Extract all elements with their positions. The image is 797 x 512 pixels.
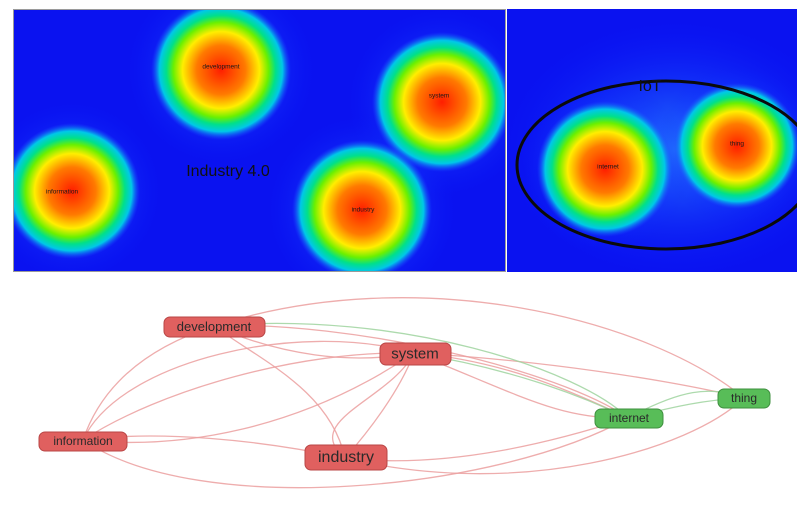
network-nodes: development system information industry … <box>38 316 771 471</box>
node-development-label: development <box>177 319 252 334</box>
density-map-right-svg: internet thing IoT <box>507 9 797 272</box>
density-term-information: information <box>46 189 79 196</box>
node-internet[interactable]: internet <box>594 408 664 429</box>
cluster-label-iot: IoT <box>638 78 661 95</box>
node-industry-label: industry <box>318 449 374 466</box>
density-term-thing: thing <box>730 141 744 148</box>
edge-development-internet <box>213 324 629 419</box>
edge-system-information-2 <box>82 352 415 444</box>
edge-information-internet <box>82 417 629 489</box>
network-svg: development system information industry … <box>38 297 771 489</box>
node-information-box[interactable] <box>38 431 128 452</box>
node-thing[interactable]: thing <box>717 388 771 409</box>
iot-cluster-outline <box>515 79 797 251</box>
node-internet-label: internet <box>609 411 650 425</box>
edge-development-internet-green <box>213 322 629 419</box>
node-system-box[interactable] <box>379 342 452 366</box>
density-term-internet: internet <box>597 164 619 171</box>
node-development[interactable]: development <box>163 316 266 338</box>
density-term-development: development <box>202 64 239 71</box>
node-industry-box[interactable] <box>304 444 388 471</box>
edge-development-industry <box>213 325 346 459</box>
node-internet-box[interactable] <box>594 408 664 429</box>
density-map-iot: internet thing IoT <box>507 9 797 272</box>
node-thing-label: thing <box>731 391 757 405</box>
node-system-label: system <box>391 345 439 362</box>
node-information[interactable]: information <box>38 431 128 452</box>
node-development-box[interactable] <box>163 316 266 338</box>
edge-industry-thing <box>344 397 745 475</box>
node-thing-box[interactable] <box>717 388 771 409</box>
node-information-label: information <box>53 434 112 448</box>
edge-information-system <box>82 340 415 441</box>
cluster-label-industry-4: Industry 4.0 <box>186 163 270 180</box>
density-term-system: system <box>429 93 450 100</box>
co-occurrence-network: development system information industry … <box>0 280 797 507</box>
node-system[interactable]: system <box>379 342 452 366</box>
edge-system-information <box>82 352 415 441</box>
edge-system-industry-2 <box>331 352 415 459</box>
density-map-industry: development system information industry … <box>13 9 506 272</box>
density-map-left-svg: development system information industry … <box>14 10 505 271</box>
edge-development-thing <box>213 297 745 399</box>
edge-development-information <box>82 325 215 441</box>
density-term-industry: industry <box>352 207 376 214</box>
node-industry[interactable]: industry <box>304 444 388 471</box>
